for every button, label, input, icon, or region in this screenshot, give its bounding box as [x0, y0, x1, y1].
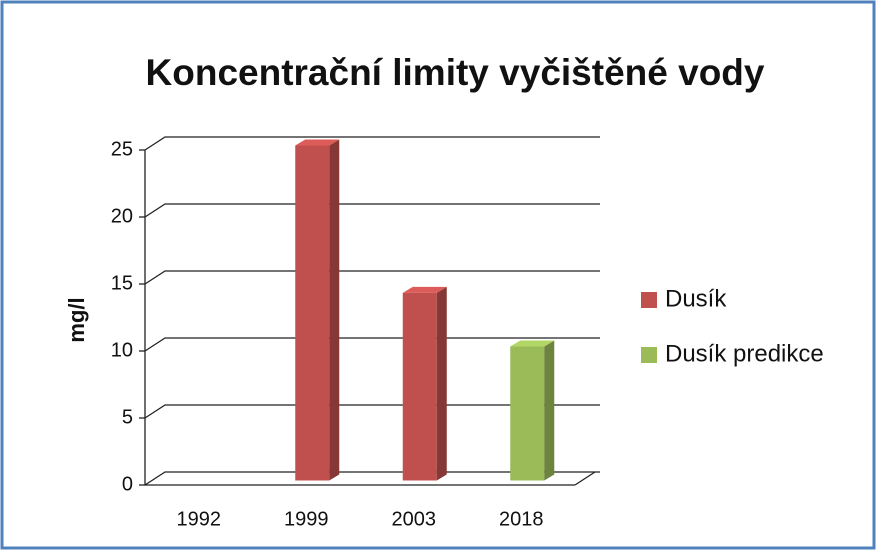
- bar: [295, 139, 340, 481]
- grid-line: [144, 136, 600, 151]
- bar-face: [329, 139, 340, 481]
- y-axis-label: mg/l: [64, 297, 89, 342]
- x-tick-label: 1992: [177, 508, 222, 530]
- y-tick-label: 20: [111, 205, 133, 227]
- legend-swatch: [641, 347, 657, 363]
- bar-face: [544, 340, 555, 481]
- x-tick-label: 2018: [499, 508, 544, 530]
- grid-line: [144, 404, 600, 419]
- bar-face: [436, 286, 447, 481]
- y-tick-label: 15: [111, 272, 133, 294]
- y-tick-label: 0: [122, 473, 133, 495]
- y-tick-label: 25: [111, 138, 133, 160]
- bar-face: [295, 145, 330, 481]
- x-tick-label: 2003: [392, 508, 437, 530]
- legend-label: Dusík predikce: [665, 340, 824, 367]
- legend-label: Dusík: [665, 285, 727, 312]
- grid-line: [144, 270, 600, 285]
- y-tick-label: 5: [122, 406, 133, 428]
- bar-face: [402, 292, 437, 481]
- bar-face: [510, 340, 555, 347]
- bar: [510, 340, 555, 481]
- chart-title: Koncentrační limity vyčištěné vody: [146, 52, 765, 93]
- y-tick-label: 10: [111, 339, 133, 361]
- floor-edge: [574, 471, 596, 486]
- grid-line: [144, 337, 600, 352]
- bar-face: [510, 346, 545, 481]
- grid-line: [144, 203, 600, 218]
- legend-swatch: [641, 292, 657, 308]
- bar-face: [295, 139, 340, 146]
- bar: [402, 286, 447, 481]
- x-tick-label: 1999: [284, 508, 329, 530]
- grid-line: [144, 471, 600, 486]
- bar-face: [402, 286, 447, 293]
